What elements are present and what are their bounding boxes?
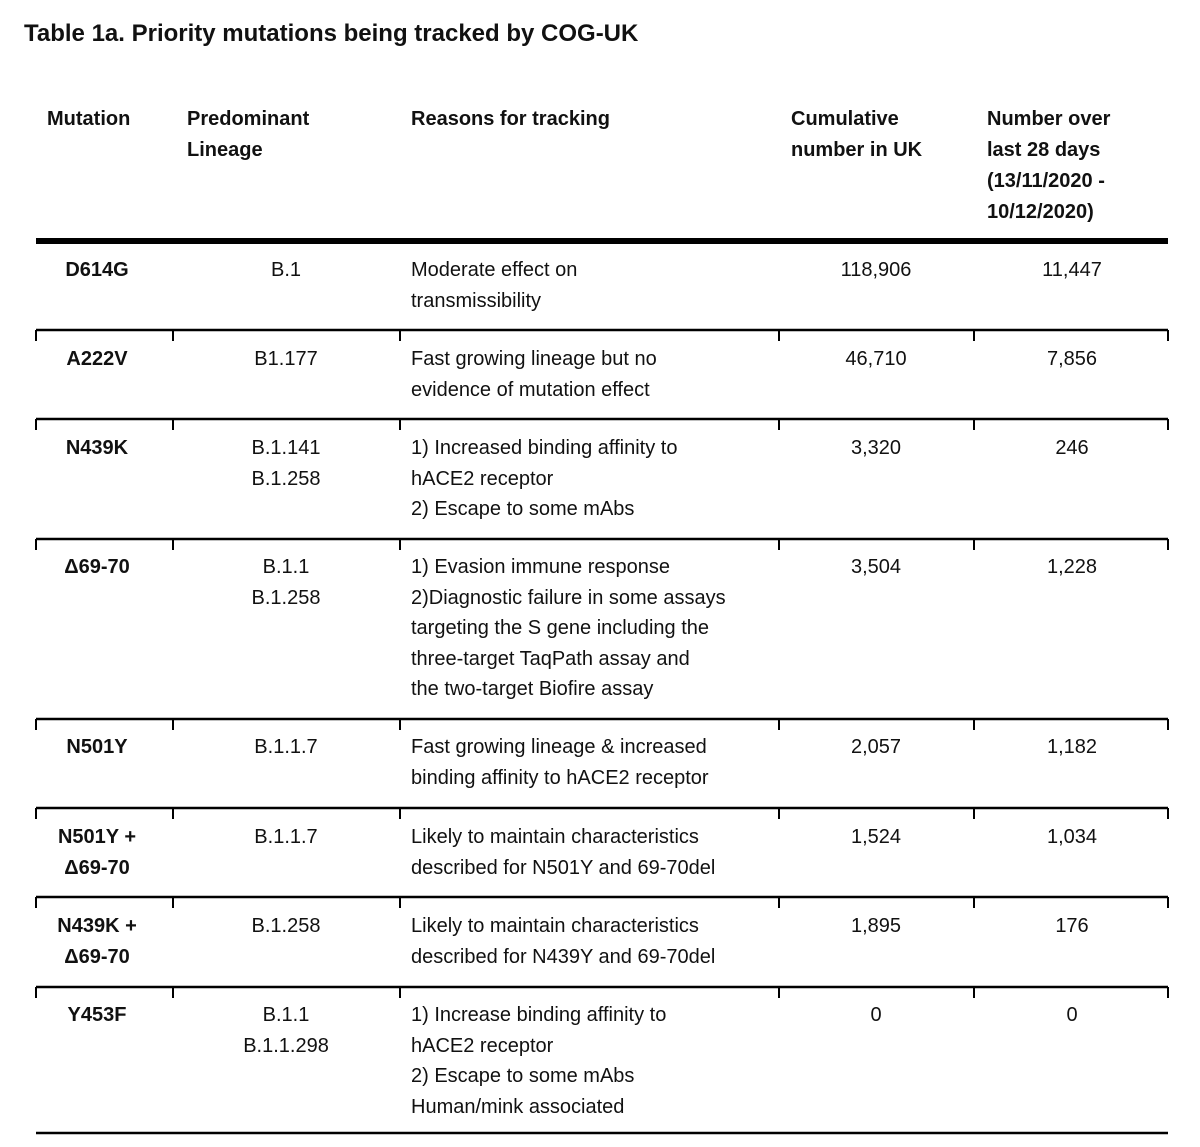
reasons-cell: evidence of mutation effect	[411, 378, 650, 401]
reasons-cell: Likely to maintain characteristics	[411, 915, 699, 937]
reasons-cell: 2)Diagnostic failure in some assays	[411, 586, 726, 609]
reasons-cell: three-target TaqPath assay and	[411, 647, 690, 670]
reasons-cell: targeting the S gene including the	[411, 617, 709, 639]
lineage-cell: B.1.258	[251, 586, 321, 609]
reasons-cell: 2) Escape to some mAbs	[411, 498, 635, 520]
recent-cell: 246	[1055, 437, 1089, 459]
recent-cell: 11,447	[1042, 259, 1102, 281]
header-cell: Number over	[987, 108, 1111, 130]
header-cell: Lineage	[187, 139, 263, 161]
mutation-cell: Δ69-70	[64, 556, 130, 578]
recent-cell: 7,856	[1046, 348, 1098, 370]
lineage-cell: B.1.1	[262, 556, 310, 578]
cumulative-cell: 46,710	[845, 348, 907, 370]
recent-cell: 1,228	[1046, 556, 1098, 578]
mutation-cell: A222V	[66, 348, 128, 370]
cumulative-cell: 118,906	[840, 259, 912, 281]
reasons-cell: 1) Evasion immune response	[411, 556, 671, 578]
reasons-cell: the two-target Biofire assay	[411, 678, 654, 700]
mutation-cell: Δ69-70	[64, 856, 130, 879]
lineage-cell: B.1.258	[251, 467, 321, 490]
header-cell: number in UK	[791, 139, 923, 161]
reasons-cell: hACE2 receptor	[411, 1034, 554, 1057]
lineage-cell: B.1.1.7	[254, 826, 318, 848]
lineage-cell: B.1	[270, 259, 302, 281]
cumulative-cell: 2,057	[850, 736, 902, 758]
reasons-cell: Fast growing lineage & increased	[411, 736, 707, 758]
table-title: Table 1a. Priority mutations being track…	[24, 20, 639, 47]
mutation-cell: D614G	[65, 259, 129, 281]
mutation-cell: N501Y	[66, 736, 128, 758]
recent-cell: 176	[1055, 915, 1089, 937]
reasons-cell: Fast growing lineage but no	[411, 348, 657, 370]
mutation-cell: N439K	[65, 437, 129, 459]
reasons-cell: binding affinity to hACE2 receptor	[411, 766, 709, 789]
reasons-cell: transmissibility	[411, 289, 542, 312]
reasons-cell: Moderate effect on	[411, 259, 578, 281]
header-cell: (13/11/2020 -	[987, 170, 1105, 192]
recent-cell: 1,182	[1046, 736, 1098, 758]
cumulative-cell: 3,504	[850, 556, 902, 578]
mutation-cell: N501Y +	[57, 826, 137, 848]
reasons-cell: Human/mink associated	[411, 1095, 625, 1118]
lineage-cell: B.1.1.7	[254, 736, 318, 758]
header-cell: Cumulative	[791, 108, 899, 130]
header-cell: Predominant	[187, 108, 310, 130]
reasons-cell: Likely to maintain characteristics	[411, 826, 699, 848]
reasons-cell: 1) Increased binding affinity to	[411, 437, 678, 459]
header-cell: 10/12/2020)	[987, 201, 1094, 223]
lineage-cell: B.1.1	[262, 1004, 310, 1026]
reasons-cell: 1) Increase binding affinity to	[411, 1004, 667, 1026]
header-cell: last 28 days	[987, 139, 1101, 161]
lineage-cell: B1.177	[254, 348, 318, 370]
cumulative-cell: 3,320	[850, 437, 902, 459]
reasons-cell: hACE2 receptor	[411, 467, 554, 490]
recent-cell: 1,034	[1046, 826, 1098, 848]
lineage-cell: B.1.141	[251, 437, 321, 459]
header-cell: Mutation	[47, 108, 131, 130]
reasons-cell: 2) Escape to some mAbs	[411, 1065, 635, 1087]
lineage-cell: B.1.258	[251, 915, 321, 937]
recent-cell: 0	[1066, 1004, 1078, 1026]
cumulative-cell: 0	[870, 1004, 882, 1026]
cumulative-cell: 1,524	[850, 826, 902, 848]
reasons-cell: described for N439Y and 69-70del	[411, 945, 716, 968]
lineage-cell: B.1.1.298	[243, 1034, 329, 1057]
header-cell: Reasons for tracking	[411, 108, 610, 130]
cumulative-cell: 1,895	[850, 915, 902, 937]
mutation-cell: N439K +	[57, 915, 137, 937]
mutation-cell: Δ69-70	[64, 945, 130, 968]
reasons-cell: described for N501Y and 69-70del	[411, 856, 716, 879]
mutation-cell: Y453F	[67, 1004, 127, 1026]
